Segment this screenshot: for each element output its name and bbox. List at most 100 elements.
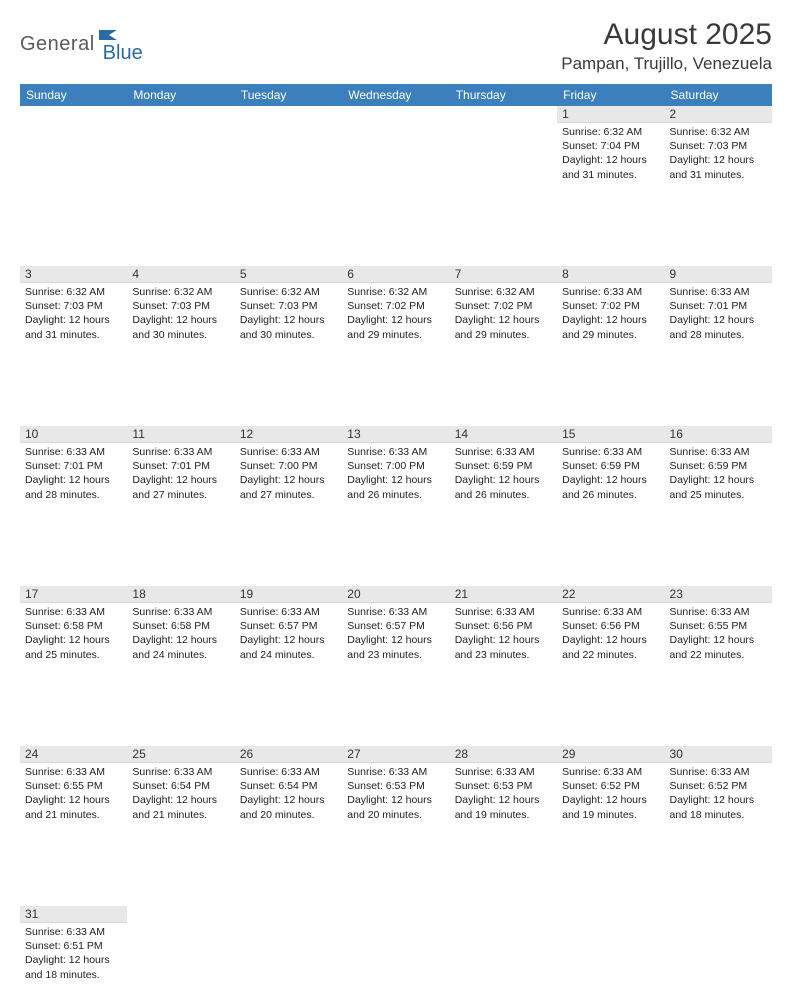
day-number: 23 [665,586,772,603]
calendar-day-cell: 4Sunrise: 6:32 AMSunset: 7:03 PMDaylight… [127,266,234,346]
day-number: 26 [235,746,342,763]
sunset-line: Sunset: 6:56 PM [562,619,659,633]
week-separator [20,186,772,266]
sunrise-line: Sunrise: 6:33 AM [455,765,552,779]
calendar-day-cell: 29Sunrise: 6:33 AMSunset: 6:52 PMDayligh… [557,746,664,826]
calendar-day-cell: 20Sunrise: 6:33 AMSunset: 6:57 PMDayligh… [342,586,449,666]
day-number: 14 [450,426,557,443]
day-detail: Sunrise: 6:32 AMSunset: 7:04 PMDaylight:… [557,123,664,182]
title-block: August 2025 Pampan, Trujillo, Venezuela [561,18,772,74]
day-detail: Sunrise: 6:33 AMSunset: 6:52 PMDaylight:… [665,763,772,822]
sunset-line: Sunset: 7:01 PM [670,299,767,313]
day-detail: Sunrise: 6:33 AMSunset: 6:53 PMDaylight:… [342,763,449,822]
calendar-day-cell: 21Sunrise: 6:33 AMSunset: 6:56 PMDayligh… [450,586,557,666]
calendar-head: SundayMondayTuesdayWednesdayThursdayFrid… [20,84,772,106]
day-detail: Sunrise: 6:33 AMSunset: 6:54 PMDaylight:… [127,763,234,822]
daylight-line: Daylight: 12 hours and 20 minutes. [240,793,337,821]
daylight-line: Daylight: 12 hours and 25 minutes. [25,633,122,661]
calendar-week-row: 1Sunrise: 6:32 AMSunset: 7:04 PMDaylight… [20,106,772,186]
sunrise-line: Sunrise: 6:32 AM [240,285,337,299]
day-number: 25 [127,746,234,763]
calendar-empty-cell [342,106,449,186]
day-detail: Sunrise: 6:33 AMSunset: 6:53 PMDaylight:… [450,763,557,822]
weekday-header: Monday [127,84,234,106]
calendar-day-cell: 14Sunrise: 6:33 AMSunset: 6:59 PMDayligh… [450,426,557,506]
calendar-empty-cell [450,106,557,186]
calendar-day-cell: 17 Sunrise: 6:33 AMSunset: 6:58 PMDayligh… [20,586,127,666]
day-number: 20 [342,586,449,603]
calendar-empty-cell [235,106,342,186]
day-number: 5 [235,266,342,283]
sunrise-line: Sunrise: 6:32 AM [132,285,229,299]
sunset-line: Sunset: 7:01 PM [25,459,122,473]
brand-logo: General Blue [20,18,143,65]
daylight-line: Daylight: 12 hours and 22 minutes. [670,633,767,661]
day-number: 11 [127,426,234,443]
day-number: 15 [557,426,664,443]
daylight-line: Daylight: 12 hours and 29 minutes. [347,313,444,341]
sunset-line: Sunset: 6:54 PM [132,779,229,793]
day-number: 12 [235,426,342,443]
calendar-day-cell: 6Sunrise: 6:32 AMSunset: 7:02 PMDaylight… [342,266,449,346]
calendar-day-cell: 2Sunrise: 6:32 AMSunset: 7:03 PMDaylight… [665,106,772,186]
day-number: 17 [20,586,127,603]
daylight-line: Daylight: 12 hours and 21 minutes. [132,793,229,821]
calendar-day-cell: 22Sunrise: 6:33 AMSunset: 6:56 PMDayligh… [557,586,664,666]
calendar-week-row: 24Sunrise: 6:33 AMSunset: 6:55 PMDayligh… [20,746,772,826]
daylight-line: Daylight: 12 hours and 24 minutes. [240,633,337,661]
sunrise-line: Sunrise: 6:33 AM [25,925,122,939]
sunset-line: Sunset: 7:00 PM [240,459,337,473]
day-detail: Sunrise: 6:32 AMSunset: 7:03 PMDaylight:… [127,283,234,342]
daylight-line: Daylight: 12 hours and 19 minutes. [455,793,552,821]
sunset-line: Sunset: 6:52 PM [670,779,767,793]
sunrise-line: Sunrise: 6:33 AM [25,605,122,619]
day-number: 31 [20,906,127,923]
location-text: Pampan, Trujillo, Venezuela [561,54,772,74]
sunset-line: Sunset: 6:58 PM [25,619,122,633]
sunrise-line: Sunrise: 6:33 AM [562,445,659,459]
sunrise-line: Sunrise: 6:32 AM [455,285,552,299]
calendar-day-cell: 15Sunrise: 6:33 AMSunset: 6:59 PMDayligh… [557,426,664,506]
daylight-line: Daylight: 12 hours and 24 minutes. [132,633,229,661]
sunrise-line: Sunrise: 6:33 AM [670,445,767,459]
day-number: 30 [665,746,772,763]
sunset-line: Sunset: 6:53 PM [347,779,444,793]
weekday-header: Friday [557,84,664,106]
day-number: 28 [450,746,557,763]
brand-text-blue: Blue [103,42,143,64]
calendar-table: SundayMondayTuesdayWednesdayThursdayFrid… [20,84,772,986]
daylight-line: Daylight: 12 hours and 30 minutes. [132,313,229,341]
sunrise-line: Sunrise: 6:32 AM [25,285,122,299]
daylight-line: Daylight: 12 hours and 29 minutes. [455,313,552,341]
day-number: 10 [20,426,127,443]
daylight-line: Daylight: 12 hours and 31 minutes. [25,313,122,341]
sunrise-line: Sunrise: 6:33 AM [670,605,767,619]
daylight-line: Daylight: 12 hours and 21 minutes. [25,793,122,821]
calendar-day-cell: 25Sunrise: 6:33 AMSunset: 6:54 PMDayligh… [127,746,234,826]
sunrise-line: Sunrise: 6:33 AM [240,445,337,459]
calendar-day-cell: 27Sunrise: 6:33 AMSunset: 6:53 PMDayligh… [342,746,449,826]
sunset-line: Sunset: 7:00 PM [347,459,444,473]
calendar-day-cell: 3Sunrise: 6:32 AMSunset: 7:03 PMDaylight… [20,266,127,346]
day-detail: Sunrise: 6:33 AMSunset: 7:00 PMDaylight:… [342,443,449,502]
sunset-line: Sunset: 7:01 PM [132,459,229,473]
sunset-line: Sunset: 7:03 PM [132,299,229,313]
sunrise-line: Sunrise: 6:33 AM [25,765,122,779]
day-detail: Sunrise: 6:32 AMSunset: 7:03 PMDaylight:… [20,283,127,342]
day-number: 1 [557,106,664,123]
calendar-day-cell: 30Sunrise: 6:33 AMSunset: 6:52 PMDayligh… [665,746,772,826]
day-number: 21 [450,586,557,603]
daylight-line: Daylight: 12 hours and 29 minutes. [562,313,659,341]
weekday-header: Sunday [20,84,127,106]
sunset-line: Sunset: 7:02 PM [347,299,444,313]
day-detail: Sunrise: 6:33 AMSunset: 7:01 PMDaylight:… [20,443,127,502]
calendar-day-cell: 18Sunrise: 6:33 AMSunset: 6:58 PMDayligh… [127,586,234,666]
sunset-line: Sunset: 6:54 PM [240,779,337,793]
day-number: 8 [557,266,664,283]
sunrise-line: Sunrise: 6:33 AM [455,445,552,459]
sunset-line: Sunset: 6:55 PM [670,619,767,633]
sunrise-line: Sunrise: 6:32 AM [347,285,444,299]
calendar-day-cell: 5Sunrise: 6:32 AMSunset: 7:03 PMDaylight… [235,266,342,346]
day-detail: Sunrise: 6:33 AMSunset: 6:51 PMDaylight:… [20,923,127,982]
weekday-header: Wednesday [342,84,449,106]
